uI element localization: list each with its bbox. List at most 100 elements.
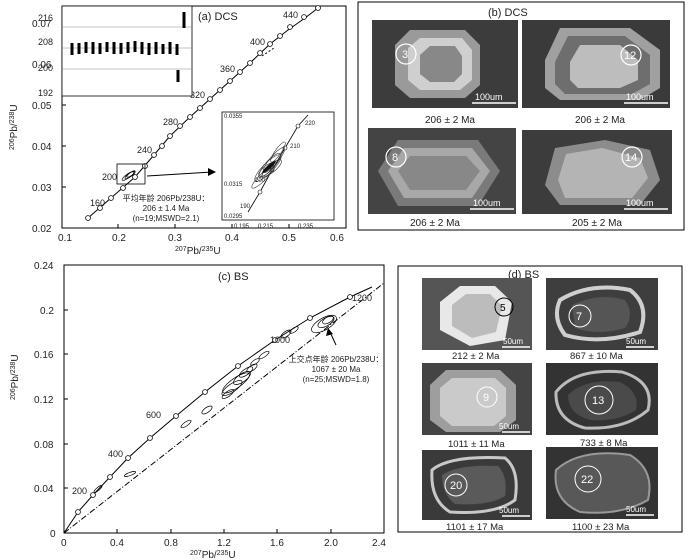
bottom-annotation: 上交点年龄 206Pb/238U： 1067 ± 20 Ma (n=25;MSW… xyxy=(289,354,384,384)
scale-bar-label: 100um xyxy=(473,198,501,208)
zoom-age-label: 210 xyxy=(290,144,301,150)
scale-bar-label: 100um xyxy=(626,198,654,208)
concordia-label: 1200 xyxy=(352,293,372,303)
grain-age: 867 ± 10 Ma xyxy=(570,351,623,362)
top-concordia-markers xyxy=(85,5,321,221)
grain-photo: 14 100um 205 ± 2 Ma xyxy=(522,130,672,229)
annotation-line: (n=19;MSWD=2.1) xyxy=(133,214,200,223)
scale-bar-label: 50um xyxy=(626,337,646,346)
zoom-y-tick: 0.0295 xyxy=(224,214,243,220)
top-y-tick-label: 0.03 xyxy=(32,183,52,194)
bottom-x-tick-label: 0 xyxy=(61,538,67,549)
grain-photo: 9 50um 1011 ± 11 Ma xyxy=(422,363,532,450)
grain-id: 12 xyxy=(624,50,636,62)
zoom-x-tick: 0.215 xyxy=(258,224,274,230)
grain-photo: 7 50um 867 ± 10 Ma xyxy=(546,278,658,362)
concordia-label: 160 xyxy=(90,198,105,208)
top-x-tick-label: 0.1 xyxy=(58,233,72,244)
grain-age: 1011 ± 11 Ma xyxy=(448,439,505,450)
bottom-concordia-age-labels: 200 400 600 1000 1200 xyxy=(72,293,372,496)
top-chart-y-ticks: 0.02 0.03 0.04 0.05 0.06 0.07 xyxy=(32,19,66,235)
bottom-y-tick-label: 0 xyxy=(50,529,56,540)
bottom-x-tick-label: 2.0 xyxy=(324,538,338,549)
grain-id: 8 xyxy=(392,152,398,164)
top-chart-x-ticks: 0.1 0.2 0.3 0.4 0.5 0.6 xyxy=(58,224,347,244)
bottom-y-tick-label: 0.12 xyxy=(34,395,54,406)
zoom-inset: 0.0355 0.0315 0.0295 0.195 0.215 0.235 xyxy=(221,111,335,230)
grain-id: 9 xyxy=(483,392,489,404)
bottom-concordia-markers xyxy=(75,294,353,515)
grain-age: 206 ± 2 Ma xyxy=(425,115,475,126)
grain-photo: 13 733 ± 8 Ma xyxy=(546,363,658,449)
top-annotation: 平均年龄 206Pb/238U： 206 ± 1.4 Ma (n=19;MSWD… xyxy=(123,193,210,223)
scale-bar-label: 50um xyxy=(499,422,519,431)
bottom-chart: (c) BS 0 0.4 0.8 1.2 1.6 2.0 2.4 0 xyxy=(10,261,386,560)
concordia-label: 200 xyxy=(72,486,87,496)
inset-tick-label: 208 xyxy=(38,37,53,47)
zoom-x-tick: 0.235 xyxy=(298,224,314,230)
age-bar-inset: 216 208 200 192 xyxy=(38,5,193,98)
scale-bar-label: 100um xyxy=(475,92,503,102)
grain-id: 22 xyxy=(581,474,593,486)
annotation-line: 上交点年龄 206Pb/238U： xyxy=(289,354,384,364)
grain-photo: 22 50um 1100 ± 23 Ma xyxy=(546,447,658,533)
inset-tick-label: 192 xyxy=(38,88,53,98)
top-x-tick-label: 0.4 xyxy=(225,233,239,244)
grain-age: 212 ± 2 Ma xyxy=(452,351,500,362)
bottom-y-tick-label: 0.2 xyxy=(40,306,54,317)
bottom-chart-x-axis-label: 207Pb/235U xyxy=(190,550,236,560)
top-chart-y-axis-label: 206Pb/238U xyxy=(9,104,20,150)
concordia-label: 600 xyxy=(146,410,161,420)
grain-age: 205 ± 2 Ma xyxy=(572,218,622,229)
zoom-y-tick: 0.0355 xyxy=(224,114,243,120)
annotation-line: 平均年龄 206Pb/238U： xyxy=(123,193,210,203)
bottom-chart-y-axis-label: 206Pb/238U xyxy=(10,354,21,400)
zoom-arrow-head xyxy=(208,168,216,176)
bottom-y-tick-label: 0.24 xyxy=(34,261,54,272)
top-y-tick-label: 0.05 xyxy=(32,101,52,112)
bottom-data-ellipses xyxy=(93,314,337,493)
scale-bar-label: 100um xyxy=(626,92,654,102)
concordia-label: 240 xyxy=(137,145,152,155)
concordia-label: 400 xyxy=(250,37,265,47)
bottom-x-tick-label: 1.2 xyxy=(217,538,231,549)
zoom-age-label: 190 xyxy=(240,204,251,210)
top-chart: (a) DCS 0.1 0.2 0.3 0.4 0.5 0.6 0.02 0.0… xyxy=(9,5,347,257)
intercept-arrow-head xyxy=(326,328,333,336)
grain-id: 20 xyxy=(450,480,462,492)
grain-photo: 5 50um 212 ± 2 Ma xyxy=(422,278,532,362)
bottom-x-tick-label: 0.8 xyxy=(164,538,178,549)
grain-age: 1100 ± 23 Ma xyxy=(572,522,630,533)
zoom-arrow xyxy=(146,171,213,177)
grain-id: 13 xyxy=(592,395,604,407)
inset-tick-label: 200 xyxy=(38,63,53,73)
top-photo-panel-label: (b) DCS xyxy=(488,7,528,19)
bottom-x-tick-label: 1.6 xyxy=(270,538,284,549)
grain-age: 733 ± 8 Ma xyxy=(580,438,628,449)
zoom-x-tick: 0.195 xyxy=(234,224,250,230)
top-y-tick-label: 0.04 xyxy=(32,142,52,153)
grain-age: 1101 ± 17 Ma xyxy=(446,522,504,533)
top-discordia-dashed xyxy=(261,47,275,57)
top-x-tick-label: 0.3 xyxy=(168,233,182,244)
top-photo-panel: (b) DCS 3 100um 206 ± 2 Ma 12 100um 206 … xyxy=(357,1,685,231)
concordia-label: 400 xyxy=(108,449,123,459)
concordia-label: 200 xyxy=(102,172,117,182)
grain-photo: 20 50um 1101 ± 17 Ma xyxy=(422,450,532,533)
concordia-label: 1000 xyxy=(270,335,290,345)
grain-id: 5 xyxy=(500,303,506,314)
annotation-line: (n=25;MSWD=1.8) xyxy=(303,375,370,384)
bottom-y-tick-label: 0.04 xyxy=(34,484,54,495)
annotation-line: 1067 ± 20 Ma xyxy=(312,365,361,374)
top-concordia-age-labels: 160 200 240 280 320 360 400 440 xyxy=(90,10,298,208)
bottom-x-tick-label: 0.4 xyxy=(110,538,124,549)
grain-photo: 3 100um 206 ± 2 Ma xyxy=(372,20,518,126)
grain-photo: 12 100um 206 ± 2 Ma xyxy=(522,20,670,126)
bottom-chart-y-ticks: 0 0.04 0.08 0.12 0.16 0.2 0.24 xyxy=(34,261,68,540)
discordia-line xyxy=(63,282,385,534)
concordia-label: 440 xyxy=(283,10,298,20)
top-x-tick-label: 0.5 xyxy=(282,233,296,244)
bottom-x-tick-label: 2.4 xyxy=(372,538,386,549)
bottom-y-tick-label: 0.16 xyxy=(34,350,54,361)
